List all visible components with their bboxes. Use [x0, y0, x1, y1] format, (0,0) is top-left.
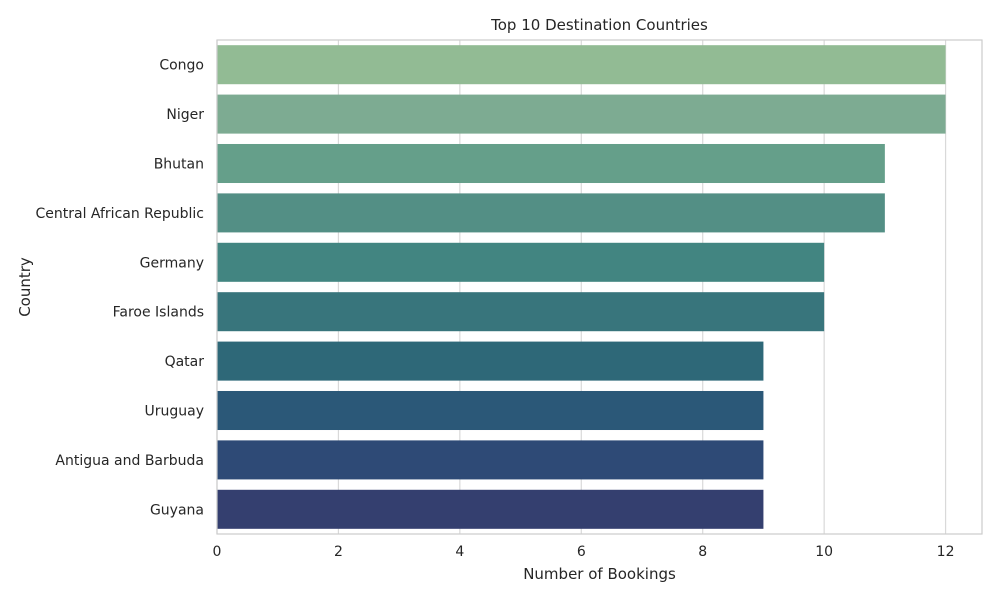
x-axis-title: Number of Bookings	[523, 565, 676, 583]
x-tick-label: 10	[815, 544, 833, 560]
bar	[217, 94, 946, 134]
bars	[217, 45, 946, 529]
bar	[217, 242, 825, 282]
bar	[217, 193, 885, 233]
x-tick-label: 8	[698, 544, 707, 560]
bar	[217, 341, 764, 381]
y-tick-label: Uruguay	[145, 404, 205, 420]
bar	[217, 292, 825, 332]
bar	[217, 143, 885, 184]
y-tick-label: Faroe Islands	[113, 305, 204, 321]
plot-frame	[216, 39, 983, 535]
y-axis-title: Country	[16, 257, 34, 317]
y-tick-label: Central African Republic	[35, 206, 204, 222]
y-tick-label: Niger	[166, 107, 204, 123]
x-tick-label: 4	[455, 544, 464, 560]
bar	[217, 489, 764, 529]
bar	[217, 440, 764, 480]
y-tick-label: Germany	[140, 255, 204, 271]
bar	[217, 390, 764, 431]
y-tick-labels: Congo Niger Bhutan Central African Republic…	[35, 58, 204, 519]
y-tick-label: Qatar	[165, 354, 205, 370]
x-tick-label: 2	[334, 544, 343, 560]
y-tick-label: Guyana	[150, 502, 204, 518]
x-tick-label: 12	[937, 544, 955, 560]
y-tick-label: Bhutan	[154, 157, 204, 173]
chart-title: Top 10 Destination Countries	[490, 16, 708, 34]
bar	[217, 45, 946, 85]
x-tick-label: 6	[577, 544, 586, 560]
x-tick-labels: 0 2 4 6 8 10 12	[213, 544, 955, 560]
x-tick-label: 0	[213, 544, 222, 560]
y-tick-label: Antigua and Barbuda	[55, 453, 204, 469]
y-tick-label: Congo	[159, 58, 204, 74]
